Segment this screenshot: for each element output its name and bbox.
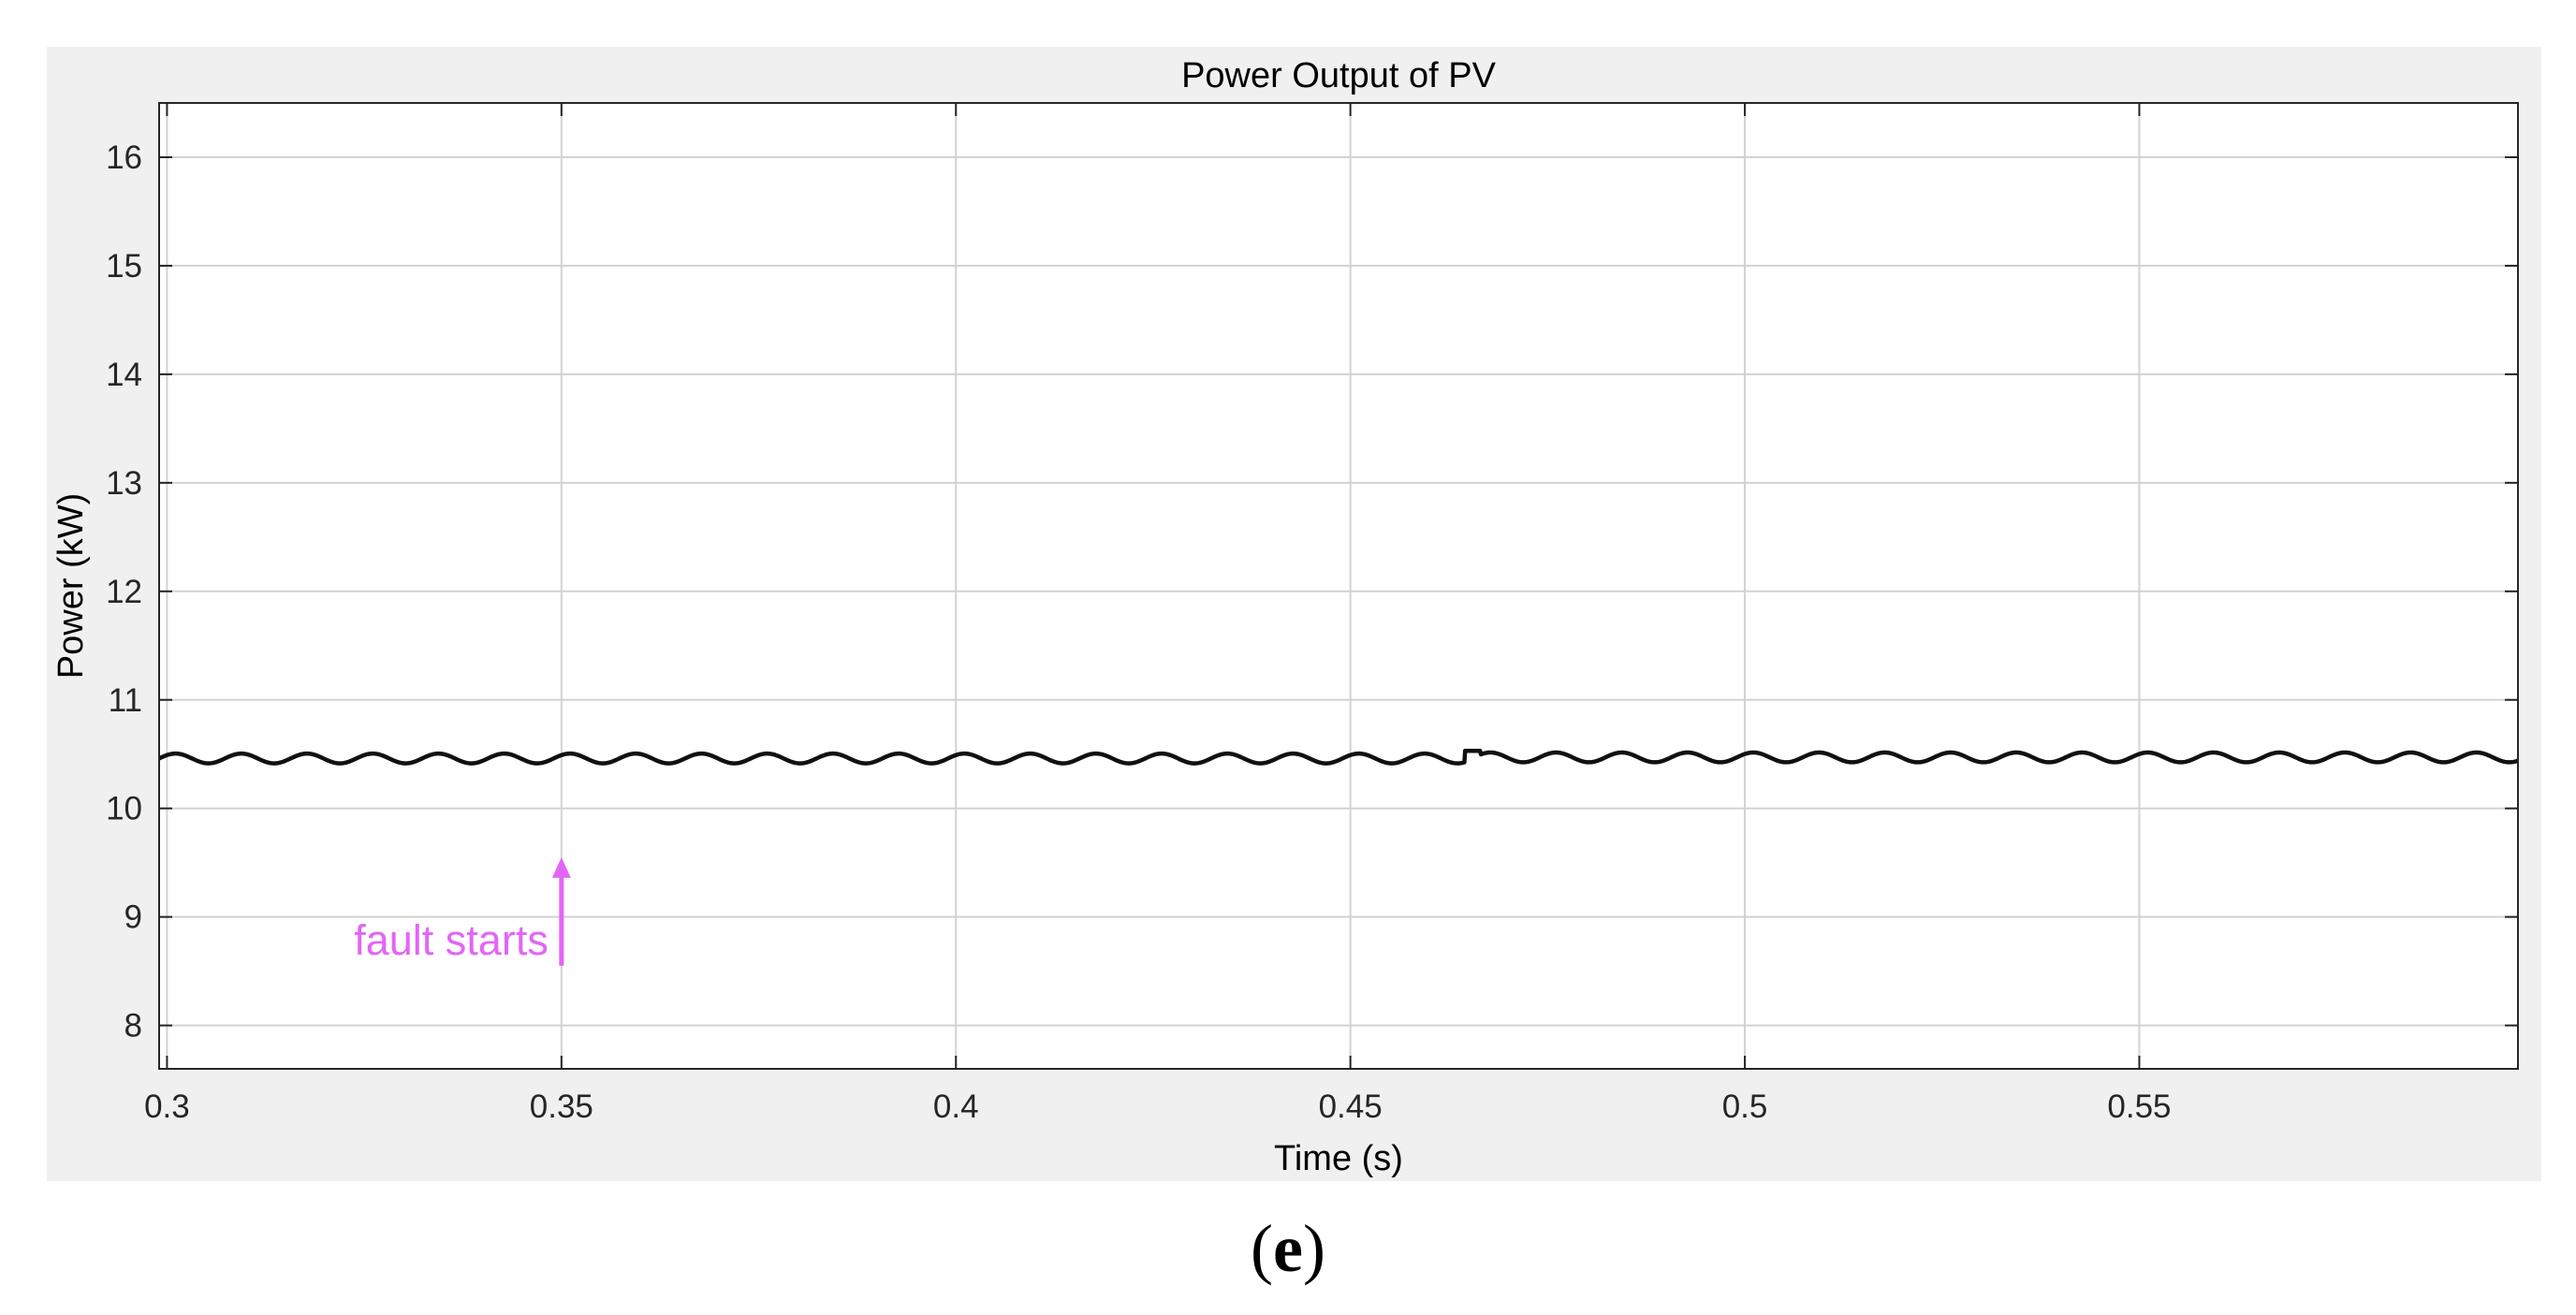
- y-tick-label: 11: [109, 682, 142, 719]
- y-tick-label: 16: [106, 139, 142, 176]
- caption-close-paren: ): [1303, 1211, 1325, 1286]
- x-tick-label: 0.55: [2107, 1089, 2171, 1125]
- y-tick-label: 9: [124, 899, 142, 936]
- tick-marks: [159, 103, 2518, 1069]
- y-tick-label: 8: [124, 1008, 142, 1045]
- tick-labels: 0.3 0.35 0.4 0.45 0.5 0.55 8 9 10 11 12 13 14 15 16: [106, 139, 2171, 1125]
- annotation-layer: fault starts: [354, 856, 571, 966]
- chart-title: Power Output of PV: [1181, 56, 1496, 95]
- x-tick-label: 0.45: [1319, 1089, 1383, 1125]
- y-axis-label: Power (kW): [51, 493, 91, 679]
- x-tick-label: 0.5: [1722, 1089, 1768, 1125]
- fault-arrow-head: [551, 856, 571, 878]
- caption-letter: e: [1273, 1211, 1303, 1286]
- series-layer: [157, 749, 2520, 766]
- caption: (e): [1251, 1211, 1325, 1286]
- power-series-line: [157, 749, 2520, 766]
- fault-starts-label: fault starts: [354, 916, 549, 964]
- y-tick-label: 15: [106, 248, 142, 285]
- x-axis-label: Time (s): [1274, 1139, 1403, 1178]
- y-tick-label: 10: [106, 791, 142, 827]
- y-tick-label: 12: [106, 574, 142, 610]
- axes-border: [158, 102, 2519, 1070]
- caption-open-paren: (: [1251, 1211, 1273, 1286]
- grid-lines: [159, 103, 2518, 1069]
- x-tick-label: 0.4: [933, 1089, 979, 1125]
- x-tick-label: 0.3: [144, 1089, 190, 1125]
- y-tick-label: 14: [106, 357, 142, 393]
- y-tick-label: 13: [106, 465, 142, 502]
- x-tick-label: 0.35: [530, 1089, 593, 1125]
- axes-background: [159, 103, 2518, 1069]
